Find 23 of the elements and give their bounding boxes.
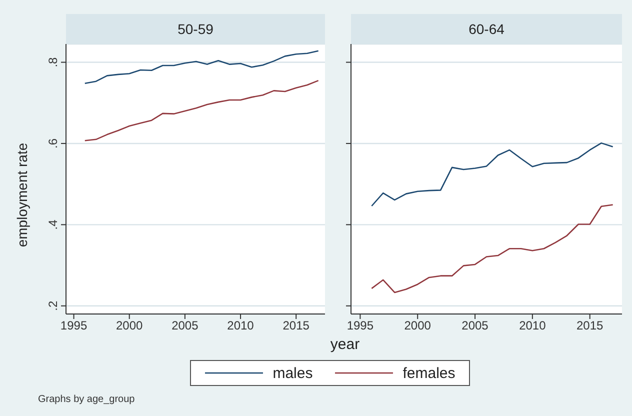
x-tick-label: 2015 bbox=[576, 318, 604, 333]
y-tick-label: .6 bbox=[46, 138, 60, 148]
y-tick-label: .8 bbox=[46, 56, 60, 68]
x-tick-label: 2010 bbox=[519, 318, 546, 333]
y-axis-title: employment rate bbox=[14, 142, 31, 248]
line-series bbox=[84, 50, 319, 84]
chart-title: 50-59 bbox=[66, 14, 325, 44]
legend-label: females bbox=[402, 364, 456, 382]
x-tick-label: 2000 bbox=[404, 318, 432, 333]
y-tick-label: .4 bbox=[46, 219, 60, 230]
x-axis-title: year bbox=[329, 336, 361, 353]
x-tick-label: 2005 bbox=[462, 318, 489, 333]
line-series bbox=[84, 80, 319, 142]
x-tick-label: 2010 bbox=[227, 318, 254, 333]
legend-label: males bbox=[272, 364, 313, 382]
x-tick-label: 1995 bbox=[346, 318, 374, 333]
chart-title: 60-64 bbox=[351, 14, 622, 44]
text: Graphs by age_group bbox=[38, 394, 135, 405]
y-tick-label: .2 bbox=[46, 300, 60, 311]
x-tick-label: 2000 bbox=[116, 318, 144, 333]
x-tick-label: 2015 bbox=[282, 318, 310, 333]
x-tick-label: 1995 bbox=[60, 318, 88, 333]
x-tick-label: 2005 bbox=[172, 318, 199, 333]
